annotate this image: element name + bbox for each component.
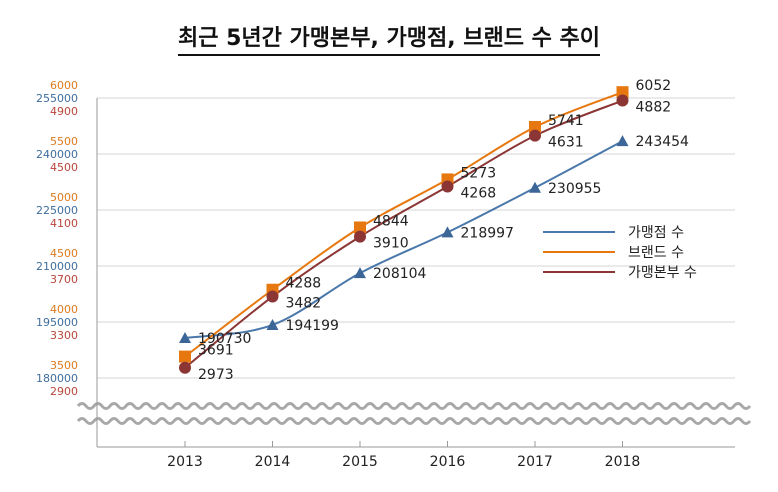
y-axis-ticks: 180000 195000 210000 225000 240000 255000 3500… — [36, 79, 78, 398]
chart-title-text: 최근 5년간 가맹본부, 가맹점, 브랜드 수 추이 — [177, 26, 601, 56]
triangle-marker — [266, 318, 279, 330]
data-label: 218997 — [461, 225, 514, 241]
axis-break — [76, 402, 752, 425]
circle-marker — [529, 129, 541, 142]
data-label: 4288 — [286, 276, 322, 292]
data-label: 3910 — [373, 236, 409, 252]
y-tick-label: 4000 — [50, 303, 78, 316]
x-tick-label: 2016 — [430, 454, 466, 470]
y-tick-label: 4500 — [50, 247, 78, 260]
square-marker — [616, 86, 629, 99]
data-label: 6052 — [636, 78, 672, 94]
circle-marker — [441, 180, 454, 193]
legend-label: 브랜드 수 — [628, 245, 684, 261]
data-label: 4844 — [373, 213, 409, 229]
triangle-marker — [179, 331, 191, 343]
square-marker — [179, 350, 191, 363]
data-label: 4268 — [461, 185, 497, 201]
x-tick-label: 2018 — [605, 454, 641, 470]
y-tick-label: 3300 — [50, 329, 78, 342]
data-label: 3691 — [198, 343, 234, 359]
series-lines — [184, 91, 623, 369]
square-marker — [354, 221, 366, 234]
data-label: 4882 — [636, 100, 672, 116]
data-label: 2973 — [198, 367, 234, 383]
circle-marker — [179, 361, 191, 374]
axis-break-wave — [76, 417, 752, 425]
data-labels: 190730 194199 208104 218997 230955 243454 3691… — [198, 78, 689, 383]
axes — [96, 98, 735, 448]
y-tick-label: 5500 — [50, 135, 78, 148]
x-tick-label: 2014 — [255, 454, 291, 470]
legend-label: 가맹본부 수 — [628, 265, 697, 281]
legend-label: 가맹점 수 — [628, 225, 684, 241]
triangle-marker — [441, 226, 454, 238]
y-tick-label: 2900 — [50, 385, 78, 398]
x-tick-label: 2017 — [517, 454, 553, 470]
circle-marker — [266, 290, 279, 303]
data-label: 190730 — [198, 331, 251, 347]
gridlines — [97, 97, 735, 379]
y-tick-label: 4900 — [50, 105, 78, 118]
y-tick-label: 180000 — [36, 372, 78, 385]
y-tick-label: 195000 — [36, 316, 78, 329]
triangle-marker — [354, 267, 366, 279]
x-tick-label: 2013 — [167, 454, 203, 470]
y-tick-label: 6000 — [50, 79, 78, 92]
triangle-marker — [529, 181, 541, 193]
y-tick-label: 5000 — [50, 191, 78, 204]
y-tick-label: 210000 — [36, 260, 78, 273]
y-tick-label: 240000 — [36, 148, 78, 161]
data-label: 5273 — [461, 165, 497, 181]
circle-marker — [354, 230, 366, 243]
series-line — [184, 140, 623, 339]
data-label: 5741 — [548, 113, 584, 129]
data-label: 4631 — [548, 135, 584, 151]
data-label: 230955 — [548, 181, 601, 197]
data-label: 194199 — [286, 318, 339, 334]
y-tick-label: 3500 — [50, 359, 78, 372]
data-label: 243454 — [636, 134, 690, 150]
circle-marker — [616, 94, 629, 107]
y-tick-label: 255000 — [36, 92, 78, 105]
data-label: 208104 — [373, 266, 427, 282]
y-tick-label: 3700 — [50, 273, 78, 286]
data-label: 3482 — [286, 296, 322, 312]
y-tick-label: 4500 — [50, 161, 78, 174]
x-tick-label: 2015 — [342, 454, 378, 470]
square-marker — [529, 121, 541, 134]
y-tick-label: 225000 — [36, 204, 78, 217]
axis-break-wave — [76, 402, 752, 410]
series-markers — [179, 86, 629, 374]
y-tick-label: 4100 — [50, 217, 78, 230]
chart-title: 최근 5년간 가맹본부, 가맹점, 브랜드 수 추이 — [0, 20, 778, 56]
triangle-marker — [616, 135, 629, 147]
x-axis-ticks: 2013 2014 2015 2016 2017 2018 — [167, 441, 640, 470]
